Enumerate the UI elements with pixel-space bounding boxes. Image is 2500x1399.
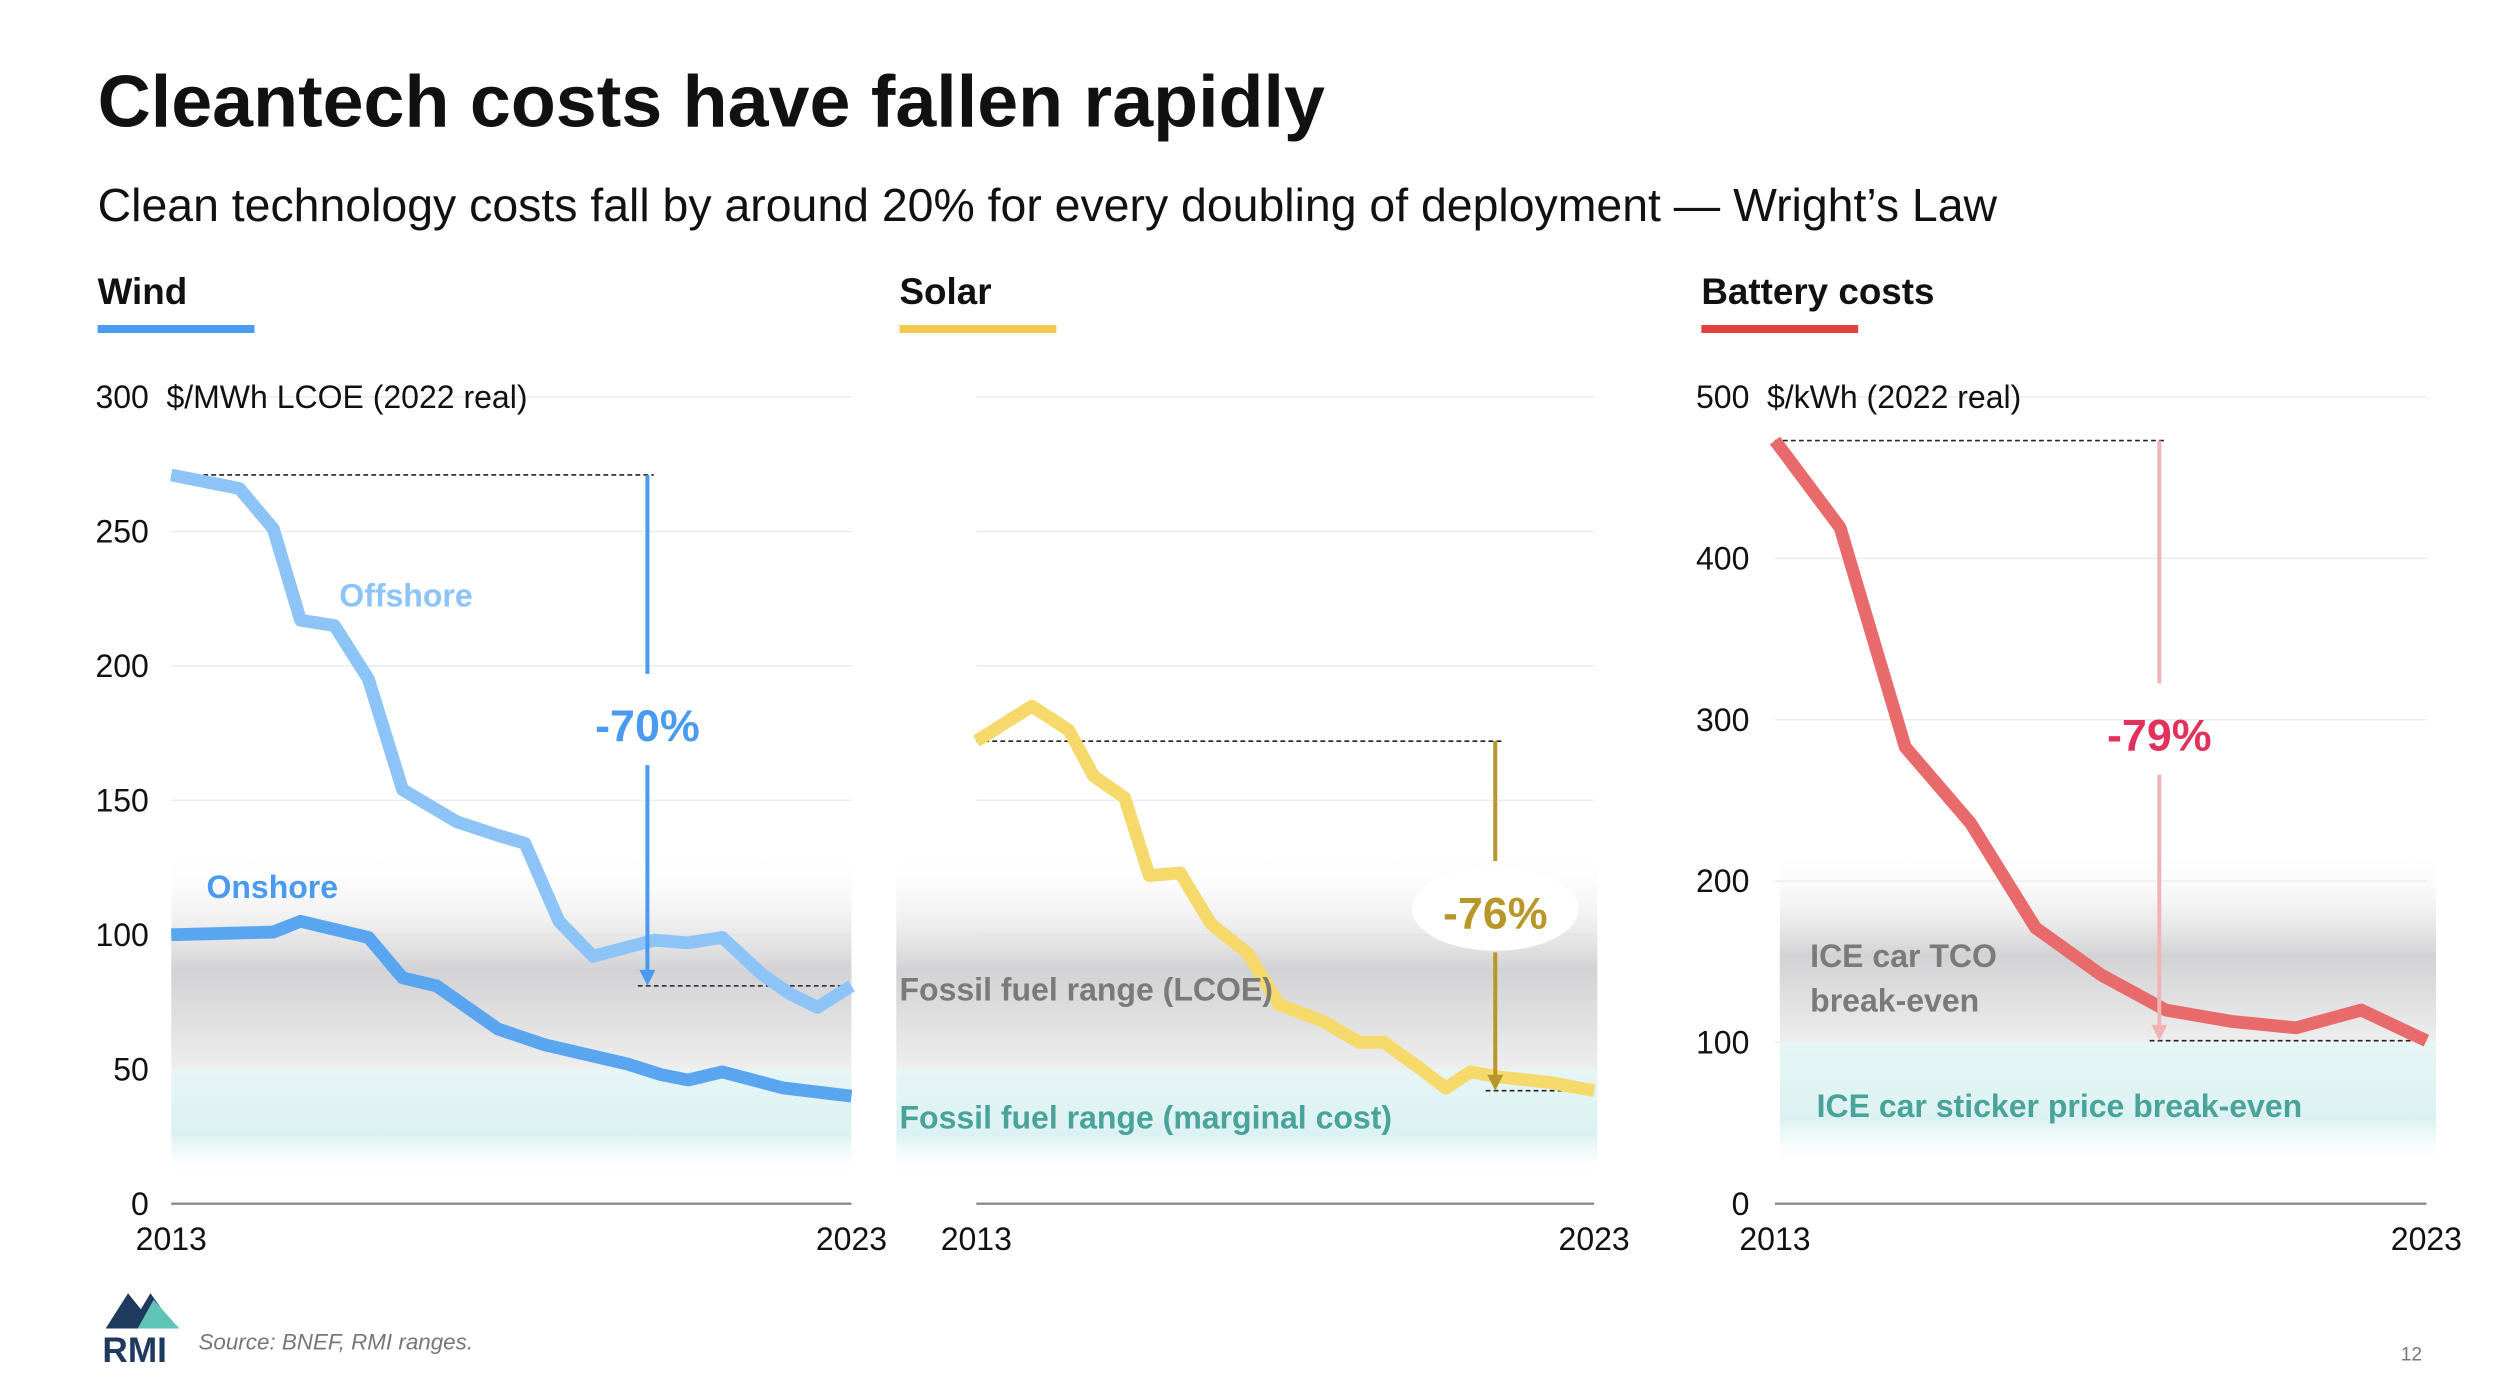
band-label-ice-sticker: ICE car sticker price break-even (1817, 1088, 2303, 1124)
arrow-head-icon (1487, 1074, 1504, 1091)
chart-labels: Offshore Onshore Fossil fuel range (LCOE) F… (206, 578, 2302, 1136)
y-tick-label: 200 (95, 648, 148, 684)
series-label-onshore: Onshore (206, 869, 338, 905)
panel-title: Wind (98, 271, 188, 312)
reduction-percent-label: -70% (595, 701, 700, 751)
source-note: Source: BNEF, RMI ranges. (198, 1329, 473, 1354)
y-tick-label: 0 (131, 1186, 149, 1222)
chart-solar: Solar 2013 2023 -76% (896, 271, 1630, 1257)
x-tick-label: 2023 (816, 1221, 887, 1257)
band-upper (1779, 848, 2436, 1043)
chart-wind: Wind 2013 2023 0 50 100 150 200 250 300 $/MWh LCOE… (95, 271, 887, 1257)
charts: Wind 2013 2023 0 50 100 150 200 250 300 $/MWh LCOE… (95, 271, 2462, 1257)
rmi-logo: RMI (102, 1293, 180, 1370)
x-tick-label: 2023 (2391, 1221, 2462, 1257)
band-lower (1779, 1042, 2436, 1172)
panel-underline (1701, 324, 1859, 333)
band-label-ice-tco-line1: ICE car TCO (1810, 938, 1997, 974)
y-axis-unit: $/MWh LCOE (2022 real) (166, 379, 527, 415)
panel-title: Solar (899, 271, 991, 312)
series-line-offshore (170, 468, 855, 1014)
page-title: Cleantech costs have fallen rapidly (98, 60, 1325, 143)
x-tick-label: 2013 (136, 1221, 207, 1257)
band-lower (171, 1069, 852, 1180)
series-line (1769, 436, 2430, 1047)
y-axis-unit: $/kWh (2022 real) (1767, 379, 2021, 415)
y-tick-label: 400 (1696, 541, 1749, 577)
band-label-fossil-marginal: Fossil fuel range (marginal cost) (899, 1099, 1392, 1135)
y-tick-label: 50 (113, 1051, 149, 1087)
series-line (972, 699, 1596, 1098)
arrow-head-icon (639, 969, 656, 986)
band-lower (896, 1069, 1598, 1180)
band-label-ice-tco-line2: break-even (1810, 983, 1979, 1019)
panel-underline (899, 324, 1057, 333)
reduction-percent-label: -79% (2107, 711, 2212, 761)
y-tick-label: 300 (95, 379, 148, 415)
page-subtitle: Clean technology costs fall by around 20… (98, 179, 1998, 231)
x-tick-label: 2013 (1739, 1221, 1810, 1257)
y-tick-label: 250 (95, 514, 148, 550)
panel-title: Battery costs (1701, 271, 1934, 312)
chart-battery-costs: Battery costs 2013 2023 0 100 200 300 400 500 $/k… (1696, 271, 2462, 1257)
band-label-fossil-lcoe: Fossil fuel range (LCOE) (899, 971, 1272, 1007)
y-tick-label: 200 (1696, 863, 1749, 899)
y-tick-label: 100 (1696, 1025, 1749, 1061)
logo-text: RMI (102, 1331, 167, 1370)
arrow-head-icon (2151, 1024, 2168, 1041)
series-line-onshore (171, 914, 853, 1103)
page-number: 12 (2401, 1345, 2422, 1366)
y-tick-label: 300 (1696, 702, 1749, 738)
x-tick-label: 2023 (1559, 1221, 1630, 1257)
y-tick-label: 0 (1732, 1186, 1750, 1222)
reduction-percent-label: -76% (1443, 888, 1548, 938)
label-bubble (1412, 867, 1579, 951)
y-tick-label: 500 (1696, 379, 1749, 415)
series-label-offshore: Offshore (339, 578, 472, 614)
y-tick-label: 100 (95, 917, 148, 953)
y-tick-label: 150 (95, 783, 148, 819)
logo-peak-icon (137, 1299, 180, 1329)
panel-underline (97, 324, 255, 333)
x-tick-label: 2013 (941, 1221, 1012, 1257)
